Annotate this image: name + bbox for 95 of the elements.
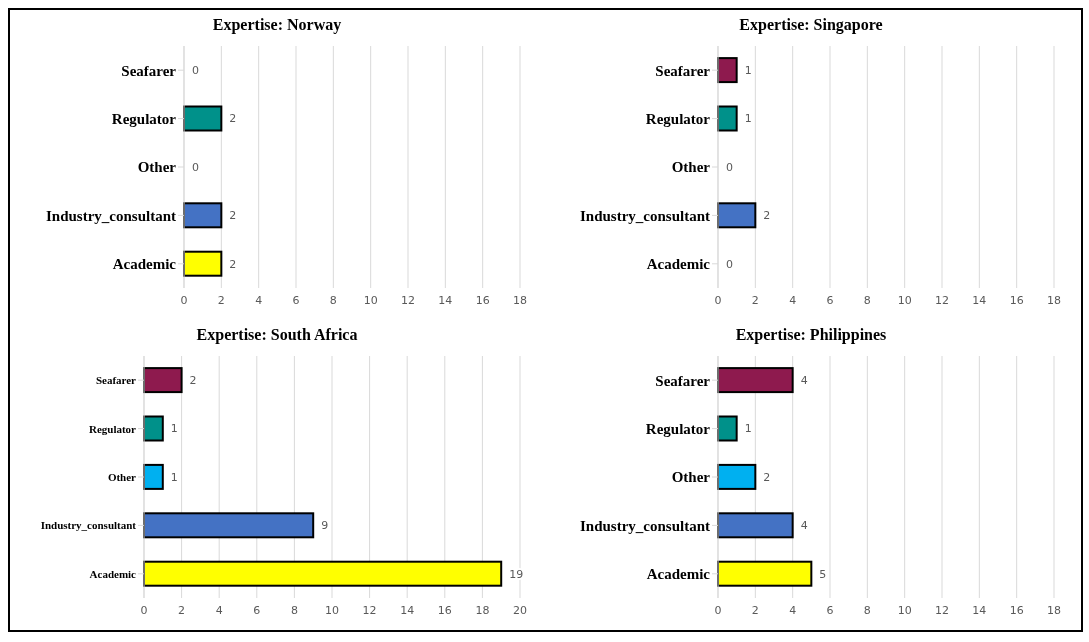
y-tick-label: Other (671, 469, 711, 486)
x-tick-label: 14 (438, 293, 453, 307)
y-tick-label: Regulator (88, 422, 137, 435)
data-label: 1 (744, 422, 752, 436)
data-label: 2 (229, 257, 237, 271)
x-tick-label: 16 (437, 603, 452, 617)
x-tick-label: 12 (401, 293, 415, 307)
y-tick-label: Other (137, 159, 177, 176)
x-tick-label: 14 (400, 603, 415, 617)
y-tick-label: Seafarer (95, 374, 137, 387)
x-tick-label: 18 (1047, 293, 1061, 307)
bar (717, 512, 794, 539)
x-tick-label: 8 (290, 603, 298, 617)
x-tick-label: 18 (475, 603, 490, 617)
x-tick-label: 6 (253, 603, 261, 617)
y-tick-label: Industry_consultant (45, 207, 176, 224)
x-tick-label: 8 (863, 603, 871, 617)
data-label: 5 (819, 567, 827, 581)
y-tick-label: Industry_consultant (579, 207, 710, 224)
x-tick-label: 6 (292, 293, 300, 307)
x-tick-label: 4 (789, 293, 797, 307)
x-tick-label: 20 (513, 603, 527, 617)
data-label: 4 (800, 519, 808, 533)
x-tick-label: 0 (714, 293, 722, 307)
data-label: 1 (170, 422, 178, 436)
x-tick-label: 12 (935, 293, 949, 307)
bar (717, 560, 813, 587)
y-tick-label: Seafarer (121, 62, 177, 79)
x-tick-label: 14 (972, 603, 987, 617)
bar (143, 463, 164, 490)
y-tick-label: Academic (646, 566, 711, 583)
x-tick-label: 10 (325, 603, 339, 617)
x-tick-label: 6 (826, 603, 834, 617)
x-tick-label: 0 (714, 603, 722, 617)
y-tick-label: Academic (89, 567, 137, 580)
y-tick-label: Regulator (645, 110, 711, 127)
x-tick-label: 18 (1047, 603, 1061, 617)
data-label: 1 (744, 63, 752, 77)
bar (717, 463, 757, 490)
x-tick-label: 12 (362, 603, 377, 617)
x-tick-label: 18 (513, 293, 527, 307)
x-tick-label: 14 (972, 293, 987, 307)
y-tick-label: Regulator (111, 110, 177, 127)
bar (717, 415, 738, 442)
data-label: 0 (726, 160, 733, 174)
x-tick-label: 2 (751, 293, 759, 307)
x-tick-label: 10 (897, 293, 912, 307)
y-tick-label: Other (107, 470, 137, 483)
data-label: 0 (192, 63, 199, 77)
x-tick-label: 12 (935, 603, 949, 617)
chart-title: Expertise: Singapore (738, 15, 884, 36)
chart-title: Expertise: South Africa (195, 325, 359, 346)
x-tick-label: 16 (1009, 293, 1024, 307)
bar (143, 367, 183, 394)
y-tick-label: Regulator (645, 420, 711, 437)
y-tick-label: Academic (646, 256, 711, 273)
y-tick-label: Industry_consultant (40, 519, 137, 532)
chart-title: Expertise: Philippines (734, 325, 888, 346)
data-label: 2 (763, 209, 771, 223)
bar (143, 415, 164, 442)
y-tick-label: Industry_consultant (579, 517, 710, 534)
x-tick-label: 0 (140, 603, 148, 617)
bar (143, 560, 503, 587)
data-label: 4 (800, 373, 808, 387)
data-label: 19 (509, 567, 524, 581)
x-tick-label: 16 (475, 293, 490, 307)
x-tick-label: 0 (180, 293, 188, 307)
data-label: 1 (170, 470, 178, 484)
data-label: 2 (229, 209, 237, 223)
y-tick-label: Other (671, 159, 711, 176)
x-tick-label: 4 (255, 293, 263, 307)
x-tick-label: 8 (863, 293, 871, 307)
x-tick-label: 2 (751, 603, 759, 617)
y-tick-label: Academic (112, 256, 177, 273)
data-label: 9 (321, 519, 329, 533)
data-label: 2 (763, 470, 771, 484)
data-label: 0 (192, 160, 199, 174)
x-tick-label: 10 (897, 603, 912, 617)
x-tick-label: 6 (826, 293, 834, 307)
y-tick-label: Seafarer (655, 372, 711, 389)
data-label: 0 (726, 257, 733, 271)
data-label: 1 (744, 112, 752, 126)
x-tick-label: 2 (217, 293, 225, 307)
x-tick-label: 10 (363, 293, 378, 307)
data-label: 2 (229, 112, 237, 126)
y-tick-label: Seafarer (655, 62, 711, 79)
bar (143, 512, 315, 539)
bar (717, 367, 794, 394)
data-label: 2 (189, 373, 197, 387)
x-tick-label: 8 (329, 293, 337, 307)
x-tick-label: 4 (789, 603, 797, 617)
x-tick-label: 4 (215, 603, 223, 617)
chart-title: Expertise: Norway (211, 15, 343, 36)
x-tick-label: 16 (1009, 603, 1024, 617)
x-tick-label: 2 (178, 603, 186, 617)
